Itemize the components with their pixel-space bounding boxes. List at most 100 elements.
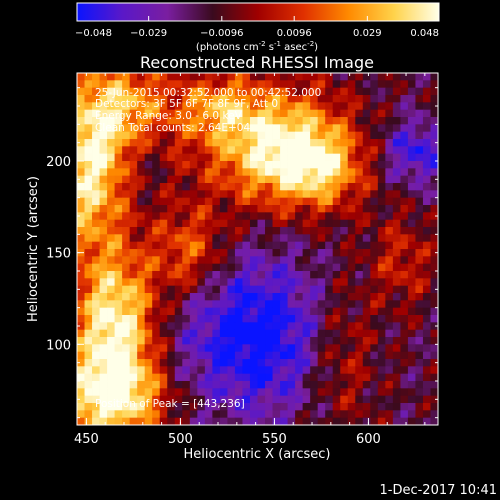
heatmap-cell — [182, 102, 191, 111]
heatmap-cell — [287, 417, 296, 426]
heatmap-cell — [92, 190, 100, 199]
heatmap-cell — [370, 329, 379, 338]
heatmap-cell — [362, 234, 371, 243]
heatmap-cell — [129, 80, 138, 89]
heatmap-cell — [249, 351, 258, 360]
heatmap-cell — [189, 344, 198, 353]
heatmap-cell — [422, 403, 431, 411]
heatmap-cell — [84, 190, 93, 199]
heatmap-cell — [167, 205, 176, 213]
heatmap-cell — [347, 322, 356, 331]
heatmap-cell — [129, 95, 138, 103]
heatmap-cell — [422, 344, 431, 353]
heatmap-cell — [257, 183, 266, 191]
heatmap-cell — [370, 351, 379, 360]
heatmap-cell — [355, 139, 364, 147]
heatmap-cell — [280, 73, 288, 81]
heatmap-cell — [144, 153, 153, 162]
heatmap-cell — [167, 131, 176, 140]
heatmap-cell — [407, 183, 416, 191]
heatmap-cell — [347, 395, 356, 404]
heatmap-cell — [144, 344, 153, 353]
heatmap-cell — [182, 329, 191, 338]
heatmap-cell — [234, 307, 243, 316]
heatmap-cell — [212, 95, 221, 103]
heatmap-cell — [392, 109, 401, 118]
heatmap-cell — [340, 102, 349, 111]
heatmap-cell — [407, 87, 416, 96]
heatmap-cell — [144, 395, 153, 404]
heatmap-cell — [77, 168, 85, 177]
heatmap-cell — [340, 381, 349, 389]
heatmap-cell — [317, 278, 326, 287]
heatmap-cell — [242, 249, 251, 257]
heatmap-cell — [204, 307, 213, 316]
heatmap-cell — [212, 139, 221, 147]
heatmap-cell — [317, 168, 326, 177]
heatmap-cell — [189, 183, 198, 191]
heatmap-cell — [325, 197, 334, 206]
heatmap-cell — [114, 227, 123, 235]
heatmap-cell — [227, 315, 236, 323]
heatmap-cell — [167, 124, 176, 133]
heatmap-cell — [400, 175, 409, 184]
heatmap-cell — [385, 300, 394, 309]
heatmap-cell — [174, 271, 183, 279]
heatmap-cell — [370, 285, 379, 294]
heatmap-cell — [144, 337, 153, 345]
heatmap-cell — [212, 293, 221, 301]
heatmap-cell — [174, 219, 183, 228]
heatmap-cell — [295, 124, 304, 133]
heatmap-cell — [272, 329, 281, 338]
heatmap-cell — [257, 241, 266, 250]
heatmap-cell — [137, 146, 146, 155]
heatmap-cell — [340, 241, 349, 250]
heatmap-cell — [287, 95, 296, 103]
heatmap-cell — [107, 278, 115, 287]
heatmap-cell — [122, 366, 131, 375]
heatmap-cell — [355, 80, 364, 89]
heatmap-cell — [159, 197, 168, 206]
heatmap-cell — [114, 271, 123, 279]
heatmap-cell — [212, 359, 221, 367]
heatmap-cell — [272, 205, 281, 213]
heatmap-cell — [182, 183, 191, 191]
heatmap-cell — [370, 256, 379, 265]
heatmap-cell — [347, 344, 356, 353]
heatmap-cell — [107, 183, 115, 191]
heatmap-cell — [295, 410, 304, 419]
heatmap-cell — [265, 87, 273, 96]
heatmap-cell — [325, 219, 334, 228]
heatmap-cell — [407, 102, 416, 111]
heatmap-cell — [122, 161, 131, 169]
heatmap-cell — [325, 234, 334, 243]
heatmap-cell — [355, 205, 364, 213]
heatmap-cell — [227, 168, 236, 177]
heatmap-cell — [227, 263, 236, 272]
heatmap-cell — [362, 417, 371, 426]
heatmap-cell — [174, 80, 183, 89]
heatmap-cell — [370, 124, 379, 133]
heatmap-cell — [325, 403, 334, 411]
heatmap-cell — [77, 344, 85, 353]
heatmap-cell — [182, 168, 191, 177]
heatmap-cell — [272, 373, 281, 382]
heatmap-cell — [317, 249, 326, 257]
heatmap-cell — [430, 109, 439, 118]
heatmap-cell — [362, 212, 371, 221]
heatmap-cell — [257, 212, 266, 221]
heatmap-cell — [99, 219, 108, 228]
heatmap-cell — [99, 95, 108, 103]
heatmap-cell — [137, 175, 146, 184]
heatmap-cell — [137, 131, 146, 140]
heatmap-cell — [362, 190, 371, 199]
heatmap-cell — [400, 139, 409, 147]
heatmap-cell — [302, 300, 311, 309]
heatmap-cell — [174, 278, 183, 287]
heatmap-cell — [280, 117, 288, 125]
heatmap-cell — [362, 139, 371, 147]
heatmap-cell — [392, 205, 401, 213]
heatmap-cell — [340, 293, 349, 301]
heatmap-cell — [407, 227, 416, 235]
heatmap-cell — [92, 381, 100, 389]
